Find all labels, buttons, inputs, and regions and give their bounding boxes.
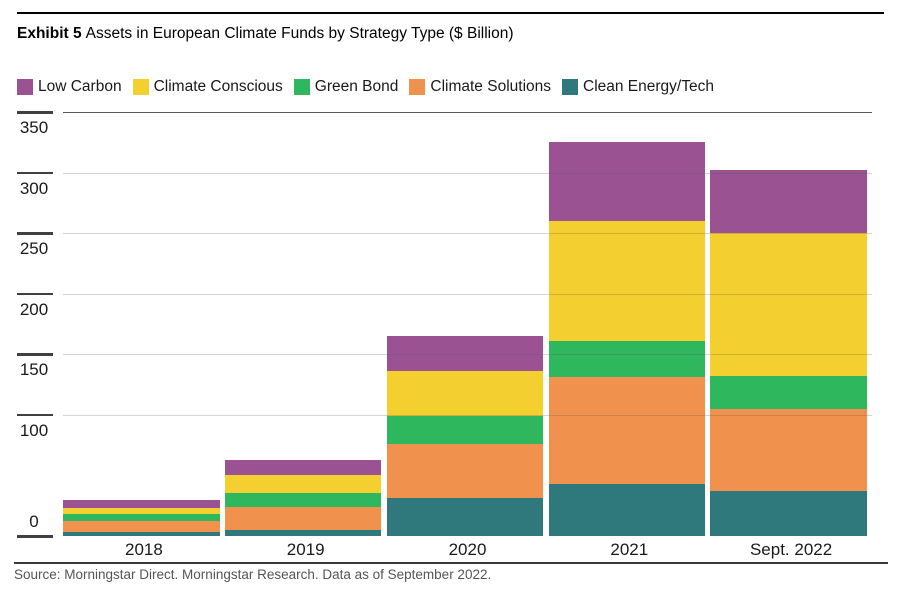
exhibit-title-text: Assets in European Climate Funds by Stra… (85, 25, 514, 42)
bar-2020-low-carbon (386, 336, 544, 372)
y-axis-label-200: 200 (19, 299, 49, 319)
source-note: Source: Morningstar Direct. Morningstar … (14, 567, 492, 582)
gridline-100 (63, 414, 872, 416)
legend-item-low-carbon: Low Carbon (17, 78, 122, 96)
legend-item-green-bond: Green Bond (293, 78, 399, 96)
y-tick-350 (17, 111, 53, 114)
bar-sept-2022-climate-solutions (710, 408, 867, 492)
bar-sept-2022-climate-conscious (710, 233, 867, 377)
bar-2021-clean-energy-tech (548, 483, 706, 536)
x-axis-label-2019: 2019 (286, 540, 325, 559)
y-tick-200 (17, 292, 53, 296)
gridline-150 (63, 354, 872, 356)
bar-2019-clean-energy-tech (224, 529, 382, 536)
gridline-250 (63, 233, 872, 235)
legend-label: Climate Solutions (430, 78, 551, 95)
bar-2020-green-bond (386, 416, 544, 444)
y-axis-label-350: 350 (19, 118, 49, 137)
legend-swatch-climate-solutions (409, 79, 426, 95)
y-tick-300 (17, 171, 53, 175)
y-axis-label-0: 0 (29, 512, 39, 531)
gridline-200 (63, 293, 872, 295)
legend-swatch-climate-conscious (132, 79, 149, 95)
bar-2019-climate-conscious (224, 475, 382, 493)
bar-sept-2022-low-carbon (710, 170, 867, 234)
bar-sept-2022-clean-energy-tech (710, 491, 867, 536)
bar-2018-climate-solutions (63, 521, 220, 532)
legend-label: Climate Conscious (153, 78, 283, 95)
bar-2019-low-carbon (224, 459, 382, 476)
chart-legend: Low Carbon Climate Conscious Green Bond Cli… (17, 78, 714, 96)
y-axis-label-300: 300 (19, 178, 49, 198)
bar-sept-2022-green-bond (710, 376, 867, 409)
legend-label: Low Carbon (38, 78, 122, 95)
y-tick-100 (17, 413, 53, 417)
y-tick-250 (17, 232, 53, 235)
gridline-350 (63, 111, 872, 113)
bar-2018-low-carbon (63, 500, 220, 508)
x-axis-label-2021: 2021 (610, 540, 649, 559)
gridline-300 (63, 172, 872, 174)
x-axis-label-2020: 2020 (448, 540, 487, 559)
bar-2021-low-carbon (548, 142, 706, 222)
top-rule (17, 12, 884, 14)
exhibit-number: Exhibit 5 (17, 25, 82, 42)
exhibit-title: Exhibit 5 Assets in European Climate Fund… (17, 25, 514, 43)
y-axis-label-250: 250 (19, 239, 49, 259)
y-tick-0 (17, 535, 53, 538)
legend-swatch-green-bond (293, 79, 310, 95)
bar-2020-climate-conscious (386, 371, 544, 417)
y-axis-label-100: 100 (19, 420, 49, 440)
legend-label: Clean Energy/Tech (583, 78, 714, 95)
bar-2020-clean-energy-tech (386, 498, 544, 536)
bar-2018-climate-conscious (63, 507, 220, 515)
legend-item-climate-solutions: Climate Solutions (409, 78, 551, 96)
y-tick-150 (17, 353, 53, 356)
x-axis-label-sept-2022: Sept. 2022 (749, 540, 833, 559)
bottom-rule (14, 562, 888, 564)
y-axis-label-150: 150 (19, 360, 49, 380)
bar-2021-green-bond (548, 340, 706, 378)
legend-label: Green Bond (314, 78, 399, 95)
bar-2020-climate-solutions (386, 443, 544, 499)
bar-2021-climate-conscious (548, 221, 706, 341)
legend-item-climate-conscious: Climate Conscious (132, 78, 283, 96)
bar-2018-clean-energy-tech (63, 531, 220, 536)
bar-2019-green-bond (224, 492, 382, 507)
x-axis-label-2018: 2018 (124, 540, 163, 559)
bar-2021-climate-solutions (548, 377, 706, 484)
legend-swatch-low-carbon (17, 79, 33, 95)
legend-swatch-clean-energy-tech (562, 79, 578, 95)
legend-item-clean-energy-tech: Clean Energy/Tech (562, 78, 714, 96)
bar-2018-green-bond (63, 514, 220, 522)
bar-2019-climate-solutions (224, 506, 382, 530)
